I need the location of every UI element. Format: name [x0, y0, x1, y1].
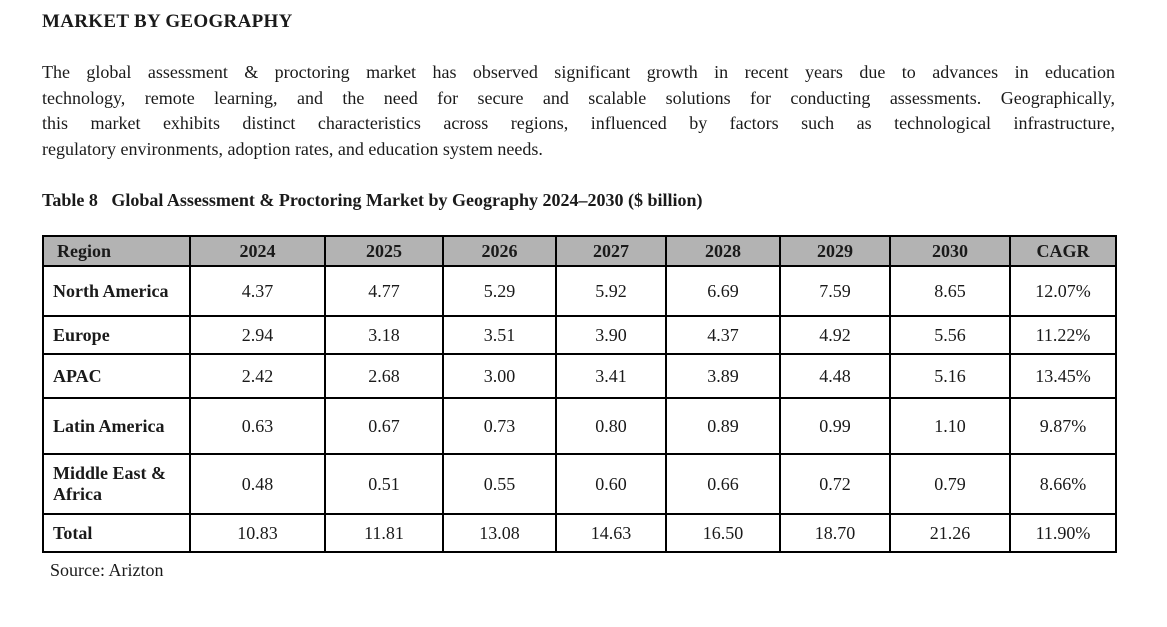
value-cell: 3.90 [555, 315, 667, 355]
page-content: MARKET BY GEOGRAPHY The global assessmen… [42, 11, 1117, 581]
value-cell: 16.50 [665, 513, 781, 553]
value-cell: 4.92 [779, 315, 891, 355]
column-header-2024: 2024 [189, 235, 326, 267]
value-cell: 5.56 [889, 315, 1011, 355]
paragraph-line: this market exhibits distinct characteri… [42, 113, 1115, 133]
value-cell: 0.79 [889, 453, 1011, 515]
cagr-cell: 11.90% [1009, 513, 1117, 553]
region-cell: Latin America [42, 397, 191, 455]
value-cell: 10.83 [189, 513, 326, 553]
column-header-cagr: CAGR [1009, 235, 1117, 267]
value-cell: 2.94 [189, 315, 326, 355]
value-cell: 3.41 [555, 353, 667, 399]
table-row-europe: Europe 2.94 3.18 3.51 3.90 4.37 4.92 5.5… [42, 315, 1117, 355]
table-row-apac: APAC 2.42 2.68 3.00 3.41 3.89 4.48 5.16 … [42, 353, 1117, 399]
cagr-cell: 11.22% [1009, 315, 1117, 355]
table-row-north-america: North America 4.37 4.77 5.29 5.92 6.69 7… [42, 265, 1117, 317]
source-attribution: Source: Arizton [50, 560, 164, 580]
value-cell: 5.29 [442, 265, 557, 317]
table-caption-title: Global Assessment & Proctoring Market by… [111, 190, 703, 210]
paragraph-line: regulatory environments, adoption rates,… [42, 138, 543, 159]
intro-paragraph: The global assessment & proctoring marke… [42, 60, 1115, 162]
value-cell: 5.16 [889, 353, 1011, 399]
cagr-cell: 9.87% [1009, 397, 1117, 455]
table-caption-label: Table 8 [42, 190, 98, 210]
column-header-2028: 2028 [665, 235, 781, 267]
value-cell: 0.89 [665, 397, 781, 455]
value-cell: 0.55 [442, 453, 557, 515]
region-cell: Middle East & Africa [42, 453, 191, 515]
geography-market-table: Region 2024 2025 2026 2027 2028 2029 203… [42, 235, 1117, 553]
region-cell: Europe [42, 315, 191, 355]
value-cell: 3.89 [665, 353, 781, 399]
table-row-middle-east-africa: Middle East & Africa 0.48 0.51 0.55 0.60… [42, 453, 1117, 515]
value-cell: 1.10 [889, 397, 1011, 455]
value-cell: 13.08 [442, 513, 557, 553]
value-cell: 2.68 [324, 353, 444, 399]
column-header-2030: 2030 [889, 235, 1011, 267]
cagr-cell: 13.45% [1009, 353, 1117, 399]
table-row-total: Total 10.83 11.81 13.08 14.63 16.50 18.7… [42, 513, 1117, 553]
value-cell: 0.66 [665, 453, 781, 515]
value-cell: 3.51 [442, 315, 557, 355]
paragraph-line: The global assessment & proctoring marke… [42, 62, 1115, 82]
value-cell: 4.37 [665, 315, 781, 355]
column-header-region: Region [42, 235, 191, 267]
cagr-cell: 12.07% [1009, 265, 1117, 317]
value-cell: 3.00 [442, 353, 557, 399]
region-cell: Total [42, 513, 191, 553]
value-cell: 4.37 [189, 265, 326, 317]
column-header-2025: 2025 [324, 235, 444, 267]
value-cell: 0.63 [189, 397, 326, 455]
value-cell: 4.48 [779, 353, 891, 399]
column-header-2027: 2027 [555, 235, 667, 267]
value-cell: 0.48 [189, 453, 326, 515]
section-heading: MARKET BY GEOGRAPHY [42, 11, 293, 32]
value-cell: 18.70 [779, 513, 891, 553]
value-cell: 7.59 [779, 265, 891, 317]
value-cell: 8.65 [889, 265, 1011, 317]
column-header-2026: 2026 [442, 235, 557, 267]
value-cell: 0.99 [779, 397, 891, 455]
value-cell: 2.42 [189, 353, 326, 399]
table-row-latin-america: Latin America 0.63 0.67 0.73 0.80 0.89 0… [42, 397, 1117, 455]
value-cell: 6.69 [665, 265, 781, 317]
paragraph-line: technology, remote learning, and the nee… [42, 87, 1115, 108]
table-header-row: Region 2024 2025 2026 2027 2028 2029 203… [42, 235, 1117, 267]
value-cell: 0.73 [442, 397, 557, 455]
value-cell: 0.51 [324, 453, 444, 515]
region-cell: North America [42, 265, 191, 317]
region-cell: APAC [42, 353, 191, 399]
value-cell: 3.18 [324, 315, 444, 355]
table-caption: Table 8 Global Assessment & Proctoring M… [42, 190, 1115, 211]
value-cell: 0.60 [555, 453, 667, 515]
value-cell: 4.77 [324, 265, 444, 317]
value-cell: 5.92 [555, 265, 667, 317]
value-cell: 14.63 [555, 513, 667, 553]
value-cell: 11.81 [324, 513, 444, 553]
column-header-2029: 2029 [779, 235, 891, 267]
value-cell: 0.67 [324, 397, 444, 455]
cagr-cell: 8.66% [1009, 453, 1117, 515]
value-cell: 0.80 [555, 397, 667, 455]
value-cell: 21.26 [889, 513, 1011, 553]
value-cell: 0.72 [779, 453, 891, 515]
